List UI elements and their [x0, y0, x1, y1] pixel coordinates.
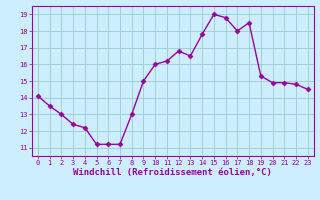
X-axis label: Windchill (Refroidissement éolien,°C): Windchill (Refroidissement éolien,°C) — [73, 168, 272, 177]
